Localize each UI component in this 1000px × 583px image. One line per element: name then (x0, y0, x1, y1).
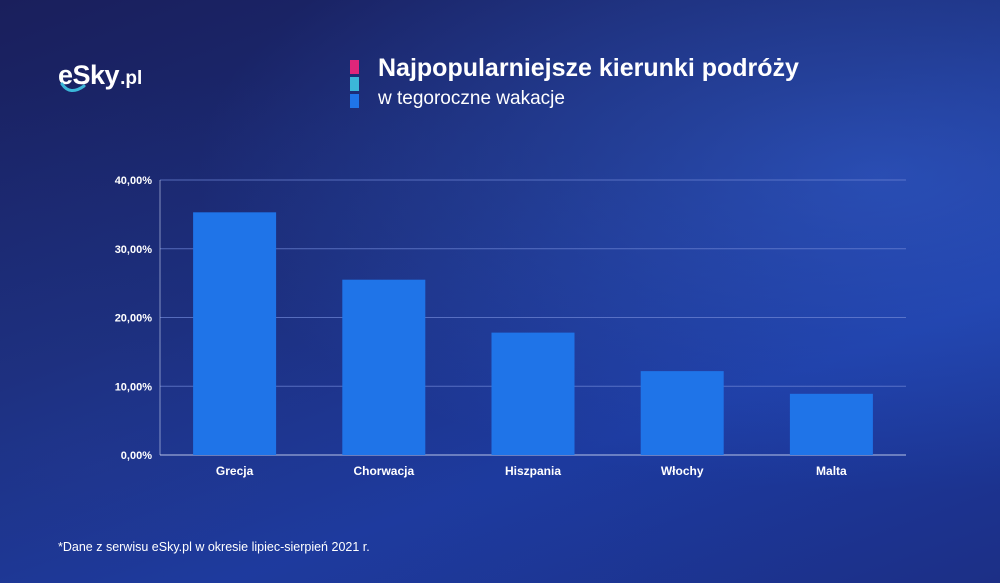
bar-5 (789, 393, 873, 455)
x-tick-label: Grecja (216, 464, 254, 478)
y-tick-label: 40,00% (115, 175, 153, 187)
footnote: *Dane z serwisu eSky.pl w okresie lipiec… (58, 540, 370, 554)
bar-4 (640, 371, 724, 455)
x-tick-label: Malta (816, 464, 847, 478)
logo-tld: .pl (120, 68, 143, 89)
bar-3 (491, 332, 575, 455)
esky-logo: eSky .pl (58, 60, 142, 94)
y-tick-label: 10,00% (115, 381, 153, 393)
accent-bar-pink (350, 60, 359, 74)
x-tick-label: Hiszpania (505, 464, 561, 478)
title-accent-bars (350, 60, 359, 111)
logo-swoosh-icon (60, 82, 86, 92)
bar-1 (193, 212, 277, 455)
chart-subtitle: w tegoroczne wakacje (378, 88, 565, 109)
accent-bar-cyan (350, 77, 359, 91)
logo-text: eSky (58, 60, 120, 90)
accent-bar-blue (350, 94, 359, 108)
y-tick-label: 30,00% (115, 244, 153, 256)
chart-title: Najpopularniejsze kierunki podróży (378, 54, 799, 82)
x-tick-label: Chorwacja (353, 464, 414, 478)
bar-2 (342, 279, 426, 455)
y-tick-label: 20,00% (115, 313, 153, 325)
x-tick-label: Włochy (661, 464, 704, 478)
y-tick-label: 0,00% (121, 450, 152, 462)
